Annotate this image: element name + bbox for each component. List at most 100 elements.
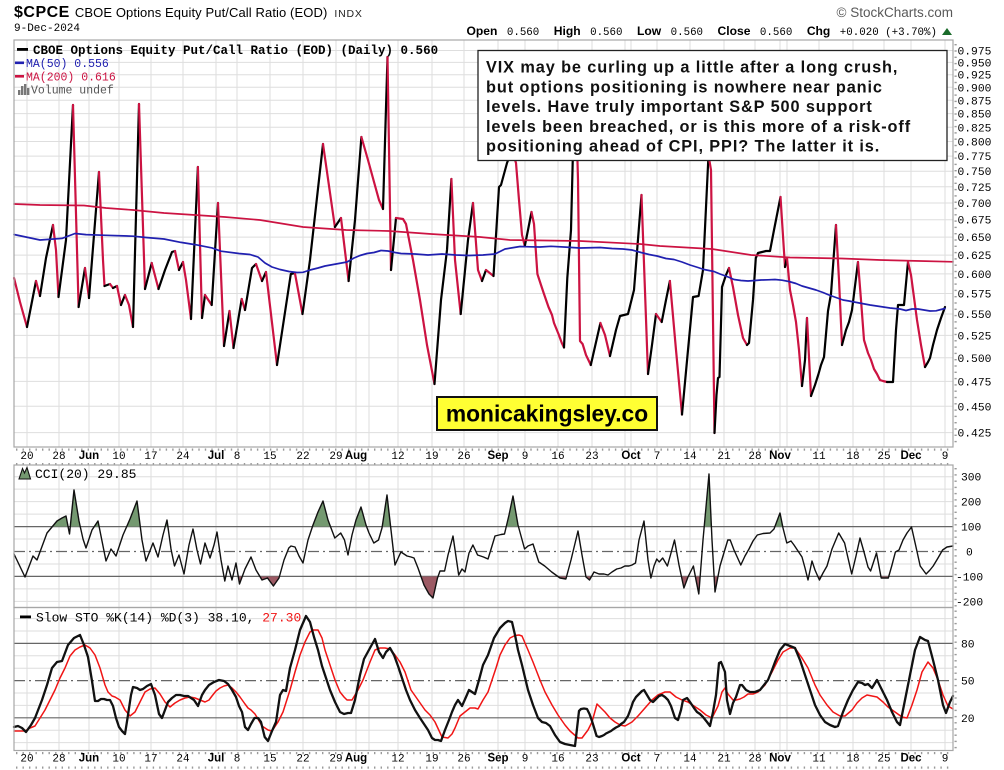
svg-text:28: 28 — [748, 451, 761, 463]
svg-text:24: 24 — [176, 754, 190, 766]
svg-text:0.975: 0.975 — [958, 47, 992, 59]
svg-text:20: 20 — [961, 714, 975, 726]
svg-text:0.475: 0.475 — [958, 377, 992, 389]
svg-text:25: 25 — [877, 451, 890, 463]
svg-text:0.575: 0.575 — [958, 290, 992, 302]
svg-text:Sep: Sep — [487, 753, 508, 765]
svg-text:9: 9 — [522, 451, 529, 463]
svg-text:0.450: 0.450 — [958, 402, 992, 414]
svg-text:100: 100 — [961, 523, 982, 535]
svg-text:Jun: Jun — [79, 450, 99, 462]
svg-text:0.875: 0.875 — [958, 96, 992, 108]
svg-text:21: 21 — [717, 754, 731, 766]
svg-text:Dec: Dec — [900, 450, 922, 462]
svg-text:23: 23 — [585, 754, 598, 766]
svg-text:Sep: Sep — [487, 450, 508, 462]
svg-text:14: 14 — [683, 754, 697, 766]
svg-text:0.775: 0.775 — [958, 152, 992, 164]
svg-text:21: 21 — [717, 451, 731, 463]
svg-text:7: 7 — [654, 754, 661, 766]
svg-text:Volume undef: Volume undef — [31, 85, 114, 98]
svg-text:19: 19 — [425, 754, 438, 766]
svg-text:0.650: 0.650 — [958, 233, 992, 245]
svg-text:0.925: 0.925 — [958, 71, 992, 83]
svg-text:10: 10 — [112, 451, 125, 463]
svg-text:8: 8 — [234, 451, 241, 463]
svg-text:Jul: Jul — [208, 753, 225, 765]
svg-text:Nov: Nov — [769, 450, 791, 462]
svg-text:22: 22 — [296, 754, 309, 766]
svg-text:17: 17 — [144, 451, 157, 463]
svg-text:25: 25 — [877, 754, 890, 766]
svg-text:9: 9 — [522, 754, 529, 766]
svg-text:0.700: 0.700 — [958, 199, 992, 211]
svg-text:28: 28 — [52, 754, 65, 766]
svg-text:9: 9 — [942, 754, 949, 766]
svg-text:0.425: 0.425 — [958, 429, 992, 441]
svg-text:26: 26 — [457, 451, 470, 463]
svg-text:0.825: 0.825 — [958, 123, 992, 135]
svg-text:Aug: Aug — [345, 450, 367, 462]
svg-text:28: 28 — [52, 451, 65, 463]
svg-text:0.950: 0.950 — [958, 58, 992, 70]
svg-text:levels been breached, or is th: levels been breached, or is this more of… — [486, 118, 911, 136]
svg-text:22: 22 — [296, 451, 309, 463]
svg-text:11: 11 — [812, 754, 826, 766]
svg-text:23: 23 — [585, 451, 598, 463]
svg-text:VIX may be curling up a little: VIX may be curling up a little after a l… — [486, 59, 898, 77]
svg-text:300: 300 — [961, 473, 982, 485]
svg-text:monicakingsley.co: monicakingsley.co — [446, 401, 648, 427]
svg-text:20: 20 — [20, 754, 33, 766]
svg-text:0.525: 0.525 — [958, 331, 992, 343]
svg-text:0.500: 0.500 — [958, 354, 992, 366]
svg-text:29: 29 — [329, 451, 342, 463]
svg-text:8: 8 — [234, 754, 241, 766]
svg-text:26: 26 — [457, 754, 470, 766]
svg-text:MA(50) 0.556: MA(50) 0.556 — [26, 58, 109, 71]
svg-text:Slow STO %K(14) %D(3) 38.10, 2: Slow STO %K(14) %D(3) 38.10, 27.30 — [36, 611, 301, 626]
svg-text:11: 11 — [812, 451, 826, 463]
svg-text:12: 12 — [391, 754, 404, 766]
svg-text:20: 20 — [20, 451, 33, 463]
svg-text:levels. Have truly important S: levels. Have truly important S&P 500 sup… — [486, 98, 873, 116]
svg-text:positioning ahead of CPI, PPI?: positioning ahead of CPI, PPI? The latte… — [486, 138, 880, 156]
svg-text:50: 50 — [961, 677, 975, 689]
svg-text:0.675: 0.675 — [958, 216, 992, 228]
svg-text:Jun: Jun — [79, 753, 99, 765]
svg-text:19: 19 — [425, 451, 438, 463]
svg-text:16: 16 — [551, 754, 564, 766]
svg-text:MA(200) 0.616: MA(200) 0.616 — [26, 72, 116, 85]
svg-text:CCI(20) 29.85: CCI(20) 29.85 — [35, 467, 136, 482]
svg-text:18: 18 — [846, 754, 859, 766]
svg-text:28: 28 — [748, 754, 761, 766]
svg-text:9: 9 — [942, 451, 949, 463]
svg-text:Oct: Oct — [621, 753, 640, 765]
svg-text:200: 200 — [961, 498, 982, 510]
svg-text:Aug: Aug — [345, 753, 367, 765]
svg-text:10: 10 — [112, 754, 125, 766]
svg-text:0.800: 0.800 — [958, 138, 992, 150]
svg-text:0.600: 0.600 — [958, 270, 992, 282]
svg-text:18: 18 — [846, 451, 859, 463]
svg-text:Jul: Jul — [208, 450, 225, 462]
svg-text:CBOE Options Equity Put/Call R: CBOE Options Equity Put/Call Ratio (EOD)… — [33, 44, 438, 58]
svg-text:0: 0 — [966, 548, 973, 560]
svg-text:0.850: 0.850 — [958, 110, 992, 122]
svg-text:0.750: 0.750 — [958, 167, 992, 179]
svg-text:29: 29 — [329, 754, 342, 766]
svg-text:7: 7 — [654, 451, 661, 463]
svg-text:0.900: 0.900 — [958, 83, 992, 95]
svg-text:0.625: 0.625 — [958, 251, 992, 263]
svg-text:-100: -100 — [956, 572, 983, 584]
svg-text:24: 24 — [176, 451, 190, 463]
svg-text:14: 14 — [683, 451, 697, 463]
svg-text:Nov: Nov — [769, 753, 791, 765]
svg-text:but options positioning is now: but options positioning is nowhere near … — [486, 78, 883, 96]
svg-text:17: 17 — [144, 754, 157, 766]
svg-text:Dec: Dec — [900, 753, 922, 765]
svg-text:0.550: 0.550 — [958, 310, 992, 322]
svg-text:0.725: 0.725 — [958, 183, 992, 195]
svg-text:16: 16 — [551, 451, 564, 463]
svg-text:15: 15 — [263, 754, 276, 766]
svg-text:-200: -200 — [956, 597, 983, 609]
